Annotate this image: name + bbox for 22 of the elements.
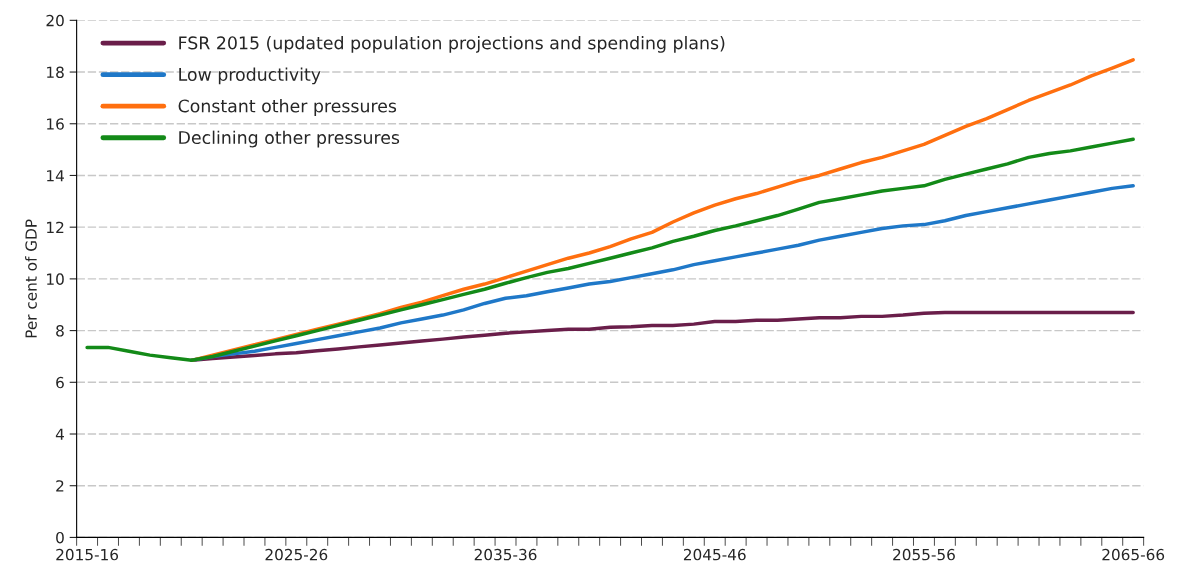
x-tick-label: 2035-36 — [474, 548, 537, 561]
y-tick-label: 6 — [56, 376, 64, 389]
x-tick-label: 2025-26 — [265, 548, 328, 561]
y-tick-label: 8 — [56, 325, 64, 337]
legend-label: Low productivity — [179, 67, 321, 85]
y-tick-label: 18 — [47, 66, 64, 79]
x-tick-label: 2065-66 — [1102, 548, 1165, 561]
x-tick-label: 2015-16 — [56, 548, 119, 561]
y-tick-label: 20 — [46, 14, 64, 27]
y-tick-label: 4 — [55, 428, 64, 440]
y-tick-label: 12 — [47, 221, 64, 233]
x-tick-label: 2045-46 — [683, 548, 746, 561]
y-tick-label: 10 — [47, 273, 64, 285]
legend-label: FSR 2015 (updated population projections and spending plans) — [179, 35, 725, 53]
y-tick-label: 0 — [56, 531, 64, 544]
y-tick-label: 16 — [47, 118, 64, 130]
x-tick-label: 2055-56 — [893, 548, 955, 561]
y-tick-label: 2 — [56, 480, 64, 492]
y-tick-label: 14 — [47, 170, 64, 182]
legend-label: Constant other pressures — [178, 99, 397, 116]
y-axis-title: Per cent of GDP — [25, 219, 37, 338]
legend-label: Declining other pressures — [179, 130, 400, 148]
